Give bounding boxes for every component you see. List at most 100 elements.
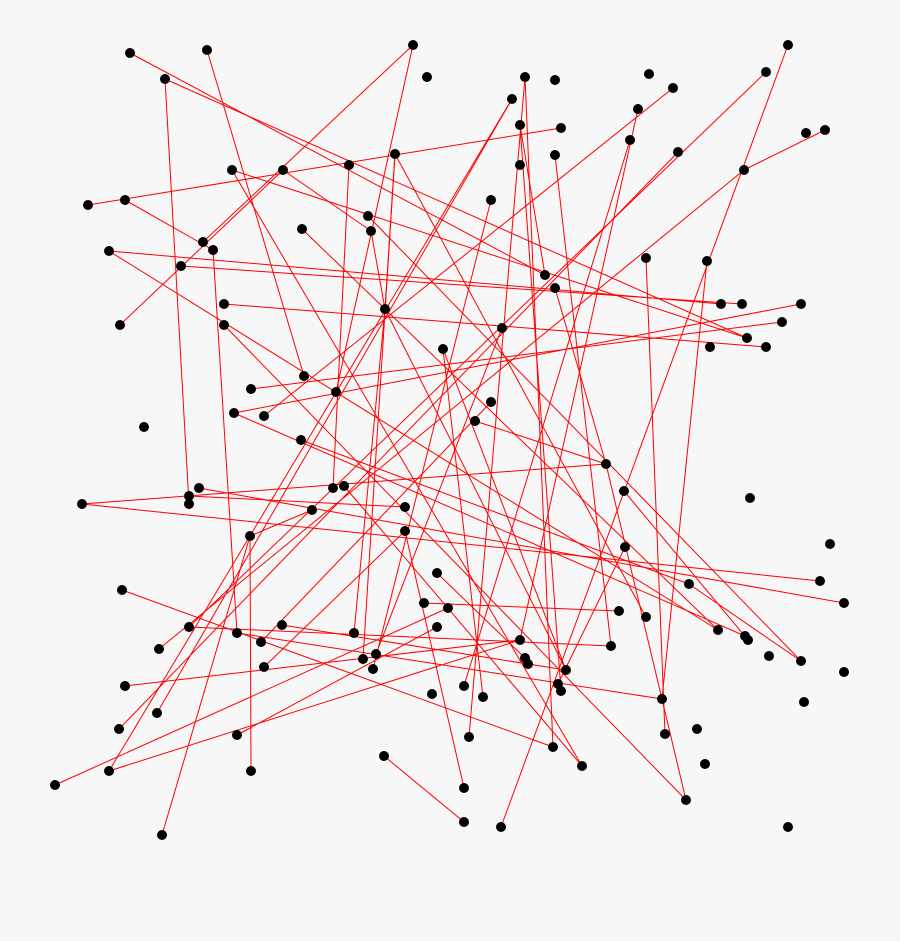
graph-node — [540, 270, 550, 280]
graph-edge — [442, 348, 567, 671]
graph-node — [713, 625, 723, 635]
graph-edge — [119, 169, 284, 326]
graph-node — [259, 662, 269, 672]
graph-edge — [81, 503, 821, 582]
graph-node — [104, 246, 114, 256]
graph-edge — [249, 509, 313, 537]
graph-node — [742, 333, 752, 343]
graph-node — [368, 664, 378, 674]
graph-node — [157, 830, 167, 840]
graph-node — [660, 729, 670, 739]
graph-node — [796, 656, 806, 666]
graph-node — [839, 598, 849, 608]
graph-edge — [249, 535, 252, 772]
graph-node — [839, 667, 849, 677]
graph-node — [104, 766, 114, 776]
graph-edge — [554, 287, 607, 465]
graph-edge — [188, 71, 767, 628]
graph-edge — [260, 401, 492, 643]
graph-edge — [519, 124, 562, 692]
graph-edge — [394, 153, 647, 618]
graph-node — [432, 568, 442, 578]
graph-edge — [202, 44, 414, 243]
graph-node — [219, 299, 229, 309]
graph-node — [208, 245, 218, 255]
graph-node — [331, 387, 341, 397]
graph-node — [777, 317, 787, 327]
graph-node — [515, 160, 525, 170]
graph-edge — [236, 626, 438, 736]
graph-node — [299, 371, 309, 381]
graph-node — [194, 483, 204, 493]
graph-node — [497, 323, 507, 333]
graph-edge — [188, 626, 612, 647]
graph-edge — [108, 250, 722, 305]
graph-edge — [223, 303, 767, 348]
graph-node — [160, 74, 170, 84]
graph-node — [328, 483, 338, 493]
graph-node — [737, 299, 747, 309]
graph-edge — [343, 485, 583, 767]
graph-node — [633, 104, 643, 114]
graph-node — [246, 766, 256, 776]
graph-edge — [605, 463, 687, 801]
graph-node — [139, 422, 149, 432]
graph-node — [520, 72, 530, 82]
graph-edge — [623, 490, 749, 641]
graph-edge — [121, 589, 554, 748]
graph-edge — [124, 639, 521, 687]
graph-edge — [335, 44, 414, 393]
graph-node — [114, 724, 124, 734]
graph-node — [438, 344, 448, 354]
graph-edge — [223, 324, 687, 801]
graph-node — [705, 342, 715, 352]
graph-node — [577, 761, 587, 771]
graph-node — [358, 654, 368, 664]
graph-node — [277, 620, 287, 630]
graph-node — [432, 622, 442, 632]
graph-edge — [463, 139, 631, 687]
graph-edge — [384, 308, 567, 671]
graph-node — [400, 502, 410, 512]
graph-node — [339, 481, 349, 491]
graph-node — [176, 261, 186, 271]
graph-node — [783, 822, 793, 832]
graph-edge — [370, 230, 386, 310]
graph-node — [783, 40, 793, 50]
graph-node — [427, 689, 437, 699]
graph-node — [486, 397, 496, 407]
graph-node — [796, 299, 806, 309]
graph-edge — [108, 98, 513, 772]
graph-node — [470, 416, 480, 426]
graph-edge — [332, 164, 350, 489]
graph-node — [349, 628, 359, 638]
graph-node — [561, 665, 571, 675]
graph-node — [486, 195, 496, 205]
graph-edge — [164, 78, 748, 339]
graph-node — [120, 195, 130, 205]
graph-node — [478, 692, 488, 702]
graph-node — [184, 491, 194, 501]
graph-node — [556, 686, 566, 696]
graph-edge — [519, 124, 546, 276]
graph-edge — [423, 602, 620, 612]
graph-edge — [688, 583, 802, 662]
graph-node — [673, 147, 683, 157]
graph-node — [422, 72, 432, 82]
graph-edge — [436, 572, 526, 659]
graph-node — [459, 681, 469, 691]
graph-node — [120, 681, 130, 691]
graph-node — [77, 499, 87, 509]
graph-node — [464, 732, 474, 742]
graph-edge — [372, 199, 492, 670]
graph-node — [692, 724, 702, 734]
graph-node — [408, 40, 418, 50]
graph-node — [379, 751, 389, 761]
graph-edge — [118, 151, 679, 730]
graph-node — [641, 612, 651, 622]
graph-node — [366, 226, 376, 236]
graph-edge — [557, 546, 626, 685]
graph-node — [256, 637, 266, 647]
graph-edge — [158, 169, 745, 650]
